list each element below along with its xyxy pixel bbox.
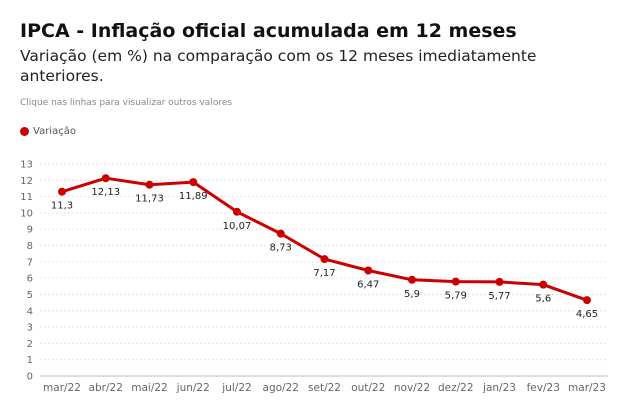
y-tick-label: 0 <box>27 372 33 383</box>
y-tick-label: 4 <box>27 306 33 317</box>
data-point[interactable] <box>320 255 329 264</box>
x-tick-label: ago/22 <box>263 382 299 394</box>
x-tick-label: set/22 <box>308 382 341 394</box>
x-tick-label: jun/22 <box>176 382 210 394</box>
data-point[interactable] <box>451 277 460 286</box>
y-tick-label: 12 <box>20 176 33 187</box>
x-tick-label: out/22 <box>351 382 385 394</box>
x-tick-label: mai/22 <box>131 382 167 394</box>
y-tick-label: 2 <box>27 339 33 350</box>
data-label: 11,3 <box>51 201 73 212</box>
x-tick-label: abr/22 <box>89 382 123 394</box>
data-point[interactable] <box>583 296 591 305</box>
y-tick-label: 3 <box>27 323 33 334</box>
data-point[interactable] <box>364 266 373 275</box>
data-label: 5,6 <box>535 294 551 305</box>
x-tick-label: fev/23 <box>527 382 560 394</box>
y-tick-label: 13 <box>20 160 33 171</box>
chart-title: IPCA - Inflação oficial acumulada em 12 … <box>20 20 517 42</box>
data-point[interactable] <box>58 187 66 196</box>
legend-marker <box>20 127 29 136</box>
data-point[interactable] <box>145 180 154 189</box>
y-tick-label: 10 <box>20 208 33 219</box>
data-points <box>58 174 591 305</box>
data-point[interactable] <box>233 207 241 216</box>
x-tick-label: mar/23 <box>568 382 606 394</box>
y-tick-label: 1 <box>27 355 33 366</box>
y-tick-label: 6 <box>27 274 33 285</box>
data-label: 11,73 <box>135 194 164 205</box>
chart-subtitle: Variação (em %) na comparação com os 12 … <box>20 47 537 85</box>
y-tick-label: 11 <box>20 192 33 203</box>
y-tick-label: 9 <box>27 225 33 236</box>
data-label: 11,89 <box>179 191 208 202</box>
data-labels: 11,3 12,13 11,73 11,89 10,07 8,73 7,17 6,47 5,9 5… <box>51 187 598 320</box>
x-tick-label: mar/22 <box>43 382 81 394</box>
data-label: 5,9 <box>404 289 420 300</box>
data-label: 5,79 <box>445 291 467 302</box>
x-tick-label: jan/23 <box>482 382 516 394</box>
legend[interactable]: Variação <box>20 126 76 137</box>
x-tick-label: jul/22 <box>221 382 251 394</box>
data-label: 8,73 <box>270 243 292 254</box>
data-label: 6,47 <box>357 279 379 290</box>
legend-label: Variação <box>33 126 76 137</box>
y-tick-label: 8 <box>27 241 33 252</box>
data-label: 7,17 <box>313 268 335 279</box>
data-label: 4,65 <box>576 309 598 320</box>
x-tick-label: nov/22 <box>394 382 430 394</box>
x-axis: mar/22 abr/22 mai/22 jun/22 jul/22 ago/22 set/… <box>43 382 606 394</box>
data-label: 12,13 <box>91 187 120 198</box>
data-point[interactable] <box>189 178 198 187</box>
data-point[interactable] <box>495 277 504 286</box>
x-tick-label: dez/22 <box>438 382 474 394</box>
data-point[interactable] <box>408 275 416 284</box>
y-tick-label: 5 <box>27 290 33 301</box>
y-tick-label: 7 <box>27 257 33 268</box>
data-point[interactable] <box>276 229 285 238</box>
data-point[interactable] <box>101 174 110 183</box>
data-label: 5,77 <box>488 291 510 302</box>
data-label: 10,07 <box>223 221 252 232</box>
chart-hint: Clique nas linhas para visualizar outros… <box>20 98 233 108</box>
data-point[interactable] <box>539 280 548 289</box>
grid <box>40 163 608 377</box>
